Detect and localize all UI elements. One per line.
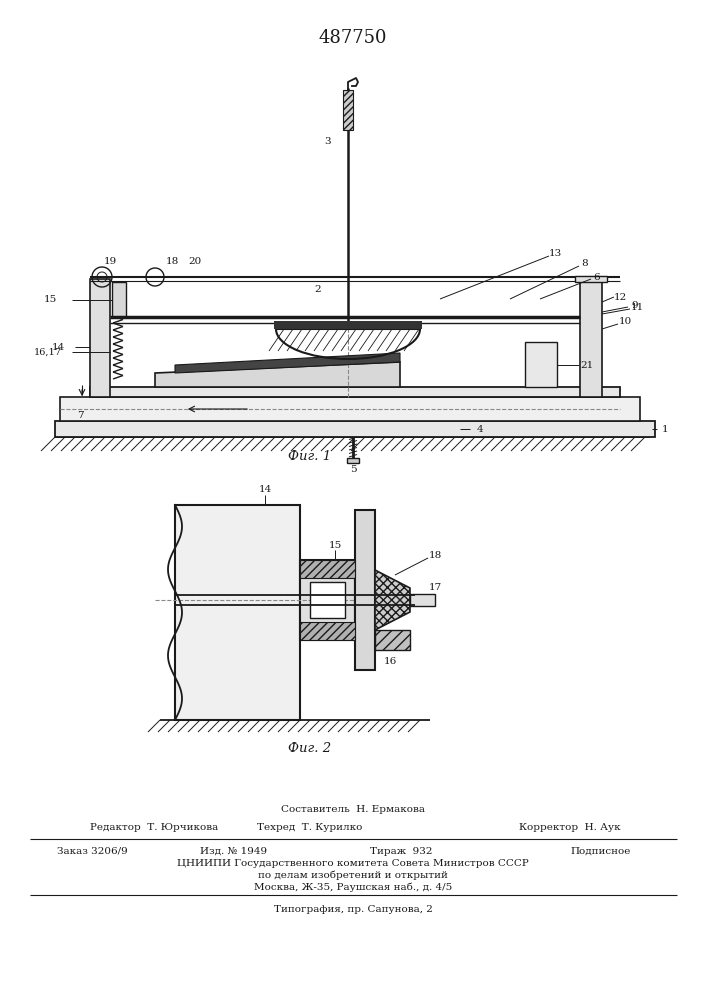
- Bar: [90, 279, 110, 397]
- Text: 21: 21: [580, 360, 594, 369]
- Bar: [410, 594, 435, 606]
- Text: Типография, пр. Сапунова, 2: Типография, пр. Сапунова, 2: [274, 906, 433, 914]
- Text: 11: 11: [631, 302, 643, 312]
- Bar: [575, 276, 607, 282]
- Text: Корректор  Н. Аук: Корректор Н. Аук: [519, 822, 621, 832]
- Text: 20: 20: [188, 256, 201, 265]
- Bar: [343, 90, 353, 130]
- Text: Москва, Ж-35, Раушская наб., д. 4/5: Москва, Ж-35, Раушская наб., д. 4/5: [254, 882, 452, 892]
- Polygon shape: [375, 570, 410, 630]
- Text: 13: 13: [549, 249, 561, 258]
- Bar: [355, 510, 375, 670]
- Bar: [375, 630, 410, 650]
- Text: 487750: 487750: [319, 29, 387, 47]
- Text: 1: 1: [662, 424, 668, 434]
- Text: 15: 15: [328, 540, 341, 550]
- Text: 9: 9: [631, 300, 638, 310]
- Bar: [60, 397, 640, 421]
- Text: 14: 14: [52, 342, 64, 352]
- Text: Подписное: Подписное: [570, 846, 631, 856]
- Text: 10: 10: [619, 318, 631, 326]
- Text: 5: 5: [350, 466, 356, 475]
- Text: Изд. № 1949: Изд. № 1949: [200, 846, 267, 856]
- Text: 18: 18: [428, 550, 442, 560]
- Text: по делам изобретений и открытий: по делам изобретений и открытий: [258, 870, 448, 880]
- Text: 6: 6: [594, 272, 600, 282]
- Bar: [580, 282, 602, 397]
- Text: Тираж  932: Тираж 932: [370, 846, 433, 856]
- Text: 16,17: 16,17: [34, 348, 62, 357]
- Text: Заказ 3206/9: Заказ 3206/9: [57, 846, 128, 856]
- Bar: [300, 622, 355, 640]
- Text: 4: 4: [477, 424, 484, 434]
- Text: 12: 12: [614, 292, 626, 302]
- Polygon shape: [155, 362, 400, 387]
- Text: 2: 2: [315, 284, 321, 294]
- Bar: [347, 458, 359, 463]
- Bar: [300, 560, 355, 578]
- Text: 16: 16: [383, 658, 397, 666]
- Bar: [274, 321, 422, 329]
- Text: Редактор  Т. Юрчикова: Редактор Т. Юрчикова: [90, 822, 218, 832]
- Text: 3: 3: [325, 137, 332, 146]
- Bar: [525, 342, 557, 387]
- Text: Составитель  Н. Ермакова: Составитель Н. Ермакова: [281, 806, 425, 814]
- Text: Техред  Т. Курилко: Техред Т. Курилко: [257, 822, 363, 832]
- Bar: [300, 560, 355, 640]
- Text: Фиг. 1: Фиг. 1: [288, 450, 332, 464]
- Text: 15: 15: [43, 296, 57, 304]
- Text: 14: 14: [258, 486, 271, 494]
- Bar: [310, 582, 345, 618]
- Bar: [175, 505, 300, 720]
- Bar: [55, 421, 655, 437]
- Text: 19: 19: [103, 256, 117, 265]
- Text: 17: 17: [428, 584, 442, 592]
- Text: ЦНИИПИ Государственного комитета Совета Министров СССР: ЦНИИПИ Государственного комитета Совета …: [177, 858, 529, 867]
- Bar: [112, 282, 126, 317]
- Polygon shape: [175, 353, 400, 373]
- Text: 8: 8: [582, 259, 588, 268]
- Text: 18: 18: [165, 256, 179, 265]
- Bar: [90, 387, 620, 397]
- Text: 7: 7: [76, 412, 83, 420]
- Text: Фиг. 2: Фиг. 2: [288, 742, 332, 754]
